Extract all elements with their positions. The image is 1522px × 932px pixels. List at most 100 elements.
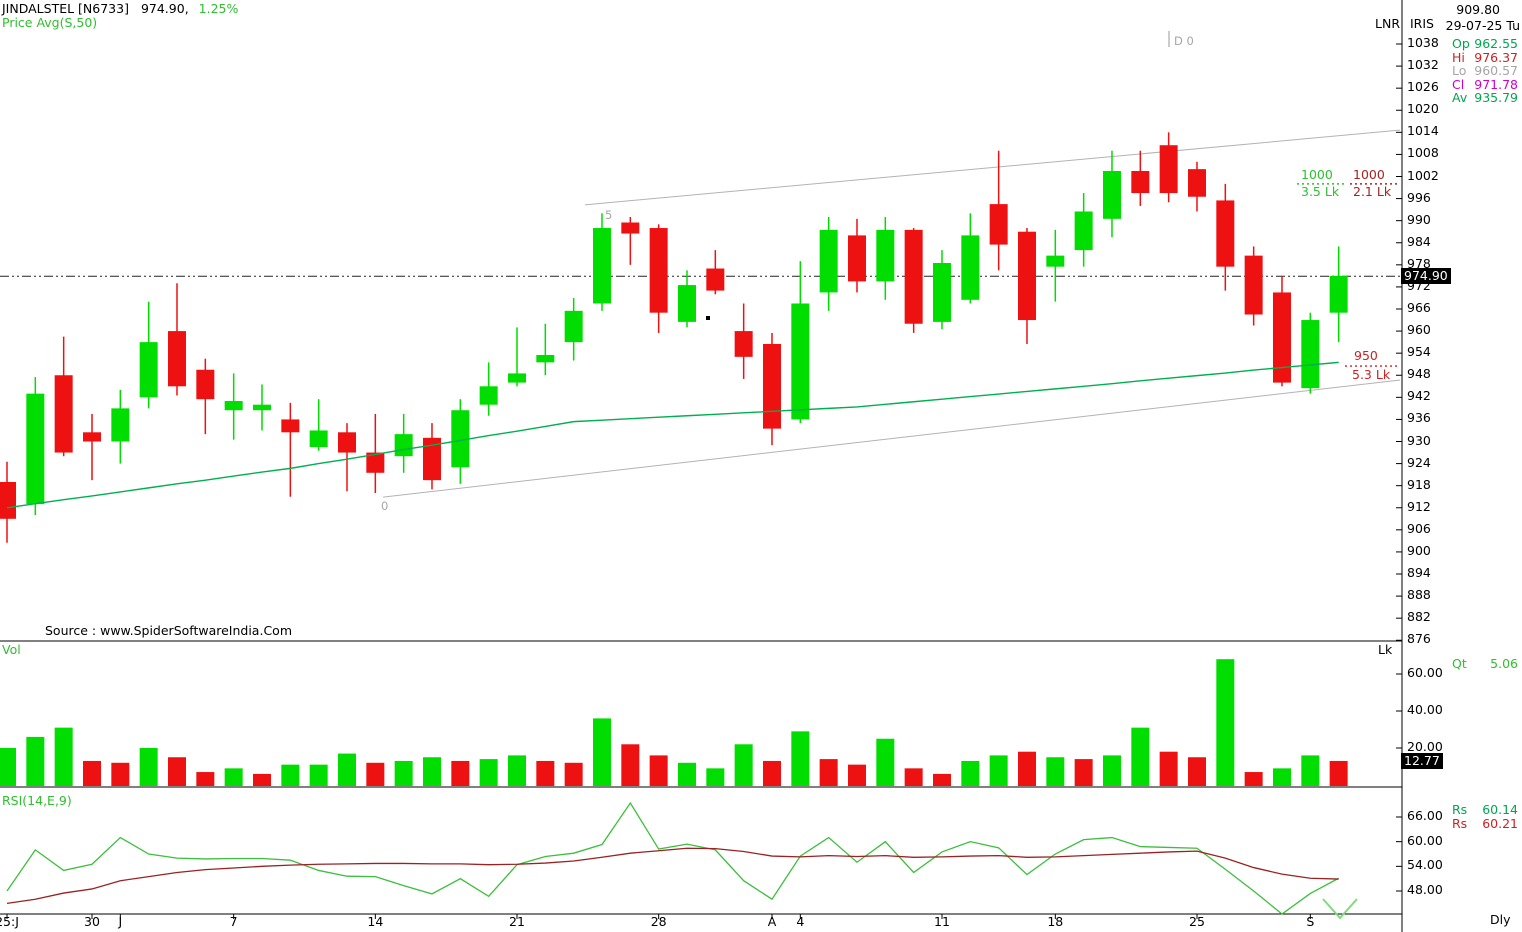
date-tick-label: 28 [650, 914, 667, 929]
rsi-row-label: Rs [1452, 815, 1468, 831]
volume-bar [394, 760, 413, 786]
rsi-line [6, 801, 1339, 915]
candle-body [139, 342, 158, 398]
ohlc-row-label: Lo [1452, 63, 1467, 78]
volume-bar [82, 760, 101, 786]
header-last-price: 974.90, [140, 1, 189, 16]
volume-bar [26, 736, 45, 786]
last-price-tag: 974.90 [1401, 268, 1451, 284]
price-overlay-label: Price Avg(S,50) [2, 15, 98, 30]
trend-channel-line-0 [584, 129, 1401, 206]
volume-bar [1074, 759, 1093, 786]
candle-body [1301, 320, 1320, 389]
candle-body [564, 310, 583, 343]
candle-body [1046, 255, 1065, 267]
candle-body [536, 355, 555, 363]
candle-body [337, 432, 356, 453]
date-tick-label: A [767, 914, 777, 929]
date-tick-label: 25:J [0, 914, 19, 929]
date-tick-label: 7 [229, 914, 238, 929]
candle-body [252, 404, 271, 411]
price-tick-label: 1038 [1407, 35, 1439, 50]
volume-qt-label: Qt [1452, 656, 1467, 671]
price-tick-label: 1020 [1407, 101, 1439, 117]
volume-bar [592, 718, 611, 786]
price-tick-label: 900 [1407, 542, 1431, 558]
candle-body [1216, 200, 1235, 267]
periodicity-label[interactable]: Dly [1490, 912, 1511, 927]
volume-bar [621, 744, 640, 786]
volume-bar [762, 760, 781, 786]
candle-body [479, 386, 498, 405]
price-tick-label: 966 [1407, 300, 1431, 315]
price-tick-label: 894 [1407, 565, 1431, 580]
scale-mode-label[interactable]: LNR [1375, 16, 1400, 31]
candle-body [224, 401, 243, 411]
trend-channel-line-1 [382, 379, 1401, 498]
candle-body [734, 331, 753, 357]
candle-body [196, 369, 215, 400]
price-tick-label: 882 [1407, 609, 1431, 625]
volume-tick-label: 20.00 [1407, 739, 1443, 754]
price-tick-label: 978 [1407, 255, 1431, 271]
price-tick-label: 984 [1407, 233, 1431, 249]
volume-bar [309, 764, 328, 786]
date-tick-label: 11 [934, 914, 950, 929]
price-tick-label: 1026 [1407, 79, 1439, 95]
candle-body [791, 303, 810, 420]
candle-body [1187, 169, 1206, 197]
header-change-pct: 1.25% [198, 1, 239, 16]
channel-bottom-label: 0 [381, 499, 389, 513]
source-note: Source : www.SpiderSoftwareIndia.Com [45, 623, 292, 638]
cursor-mode-flag: D 0 [1174, 34, 1194, 48]
date-tick-label: 30 [84, 914, 100, 929]
candle-body [1159, 145, 1178, 194]
candle-body [394, 434, 413, 457]
price-tick-label: 876 [1407, 631, 1431, 647]
price-tick-label: 1014 [1407, 123, 1439, 139]
symbol-title: JINDALSTEL [N6733] [2, 1, 129, 16]
candle-body [1244, 255, 1263, 315]
candle-body [621, 222, 640, 234]
date-tick-label: 14 [367, 914, 384, 929]
ohlc-row-label: Op [1452, 36, 1470, 51]
volume-bar [139, 748, 158, 786]
ohlc-row-label: Hi [1452, 49, 1465, 65]
price-tick-label: 960 [1407, 322, 1431, 338]
candle-body [0, 481, 16, 519]
candle-body [989, 204, 1008, 245]
candle-body [1074, 211, 1093, 251]
price-tick-label: 1032 [1407, 57, 1439, 73]
candle-body [592, 228, 611, 304]
candle-body [762, 343, 781, 429]
volume-bar [479, 759, 498, 786]
header: JINDALSTEL [N6733] 974.90, 1.25% [2, 2, 238, 16]
rsi-signal-line [6, 847, 1339, 904]
rsi-tick-label: 60.00 [1407, 832, 1443, 848]
volume-qt-value: 5.06 [1490, 656, 1518, 671]
price-tick-label: 942 [1407, 388, 1431, 404]
volume-bar [167, 757, 186, 786]
layout-name-label[interactable]: IRIS [1410, 16, 1434, 31]
rsi-row-value: 60.21 [1482, 815, 1518, 831]
volume-bar [961, 760, 980, 786]
price-ma50-line [6, 361, 1339, 509]
ohlc-row-label: Av [1452, 90, 1468, 105]
volume-bar [281, 764, 300, 786]
candle-body [281, 419, 300, 433]
volume-bar [564, 762, 583, 786]
candle-body [1329, 275, 1348, 313]
rsi-panel-title: RSI(14,E,9) [2, 793, 72, 808]
price-tick-label: 948 [1407, 366, 1431, 382]
candle-body [167, 331, 186, 387]
channel-top-label: 5 [605, 208, 613, 222]
volume-bar [111, 762, 130, 786]
rsi-row-value: 60.14 [1482, 802, 1518, 817]
date-tick-label: S [1306, 914, 1315, 929]
price-tick-label: 918 [1407, 476, 1431, 492]
ohlc-row-value: 960.57 [1474, 63, 1518, 78]
level-green-1000-volume: 3.5 Lk [1301, 184, 1340, 199]
volume-bar [54, 727, 73, 786]
